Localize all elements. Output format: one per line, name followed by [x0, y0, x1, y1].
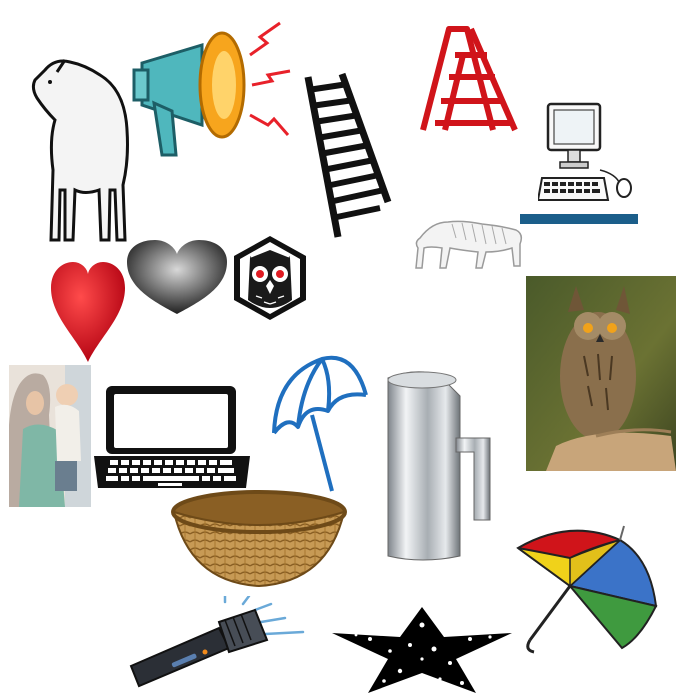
megaphone-icon — [132, 15, 297, 165]
railroad-track-icon — [300, 72, 395, 240]
umbrella-icon — [510, 518, 665, 658]
gray-heart-icon — [125, 238, 229, 318]
star-icon — [330, 605, 515, 695]
basket-icon — [170, 490, 348, 590]
ladder-icon — [415, 25, 520, 135]
flashlight-icon — [125, 596, 325, 688]
desktop-computer-icon — [538, 100, 638, 210]
tiger-icon — [412, 208, 640, 276]
mother-child-photo — [9, 365, 91, 507]
owl-hexagon-icon — [232, 234, 308, 322]
pitcher-icon — [382, 368, 497, 563]
laptop-icon — [92, 382, 252, 494]
sheep-icon — [25, 50, 135, 250]
owl-photo — [526, 276, 676, 471]
red-heart-icon — [47, 258, 129, 366]
umbrella-icon — [268, 355, 370, 495]
